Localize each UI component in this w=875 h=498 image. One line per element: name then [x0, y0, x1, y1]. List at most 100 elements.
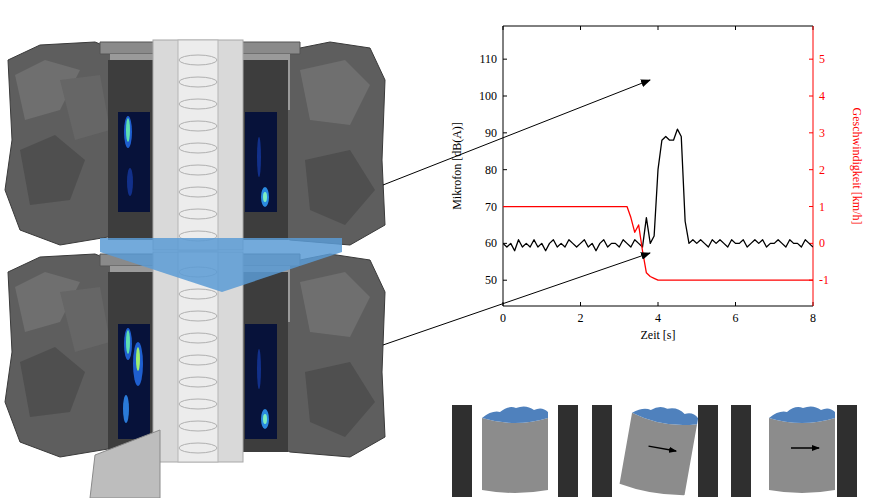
- y2-axis: [813, 26, 814, 306]
- pressure-spot: [133, 342, 143, 386]
- y-tick: [503, 280, 507, 281]
- disc-rib: [179, 289, 217, 299]
- pad-left: [108, 272, 153, 452]
- y2-tick: [809, 96, 813, 97]
- y2-axis-title: Geschwindigkeit [km/h]: [850, 108, 864, 225]
- y2-tick-label: 5: [819, 52, 825, 66]
- series-line: [503, 129, 813, 251]
- y-tick: [503, 132, 507, 133]
- disc-rib: [179, 99, 217, 109]
- pad-right: [243, 272, 288, 452]
- y-tick-label: 70: [485, 200, 497, 214]
- plot-background: [503, 26, 813, 306]
- disc-rib: [179, 355, 217, 365]
- pointer-arrow: [383, 253, 650, 345]
- caliper-facet: [300, 272, 370, 337]
- pad: [482, 406, 548, 493]
- pressure-map: [118, 324, 150, 439]
- disc-rib: [179, 77, 217, 87]
- friction-layer: [482, 406, 548, 423]
- disc-rib: [179, 399, 217, 409]
- x-tick-label: 6: [733, 311, 739, 325]
- x-tick: [580, 26, 581, 30]
- pressure-spot: [261, 409, 269, 429]
- y-axis: [503, 26, 504, 306]
- pressure-spot: [124, 328, 132, 360]
- pad-left: [108, 60, 153, 240]
- motion-arrow: [649, 446, 677, 451]
- y-tick: [503, 169, 507, 170]
- y-tick-label: 110: [479, 52, 497, 66]
- caliper-housing-left: [5, 42, 120, 245]
- pad-schematics: [452, 401, 857, 498]
- y-tick-label: 90: [485, 126, 497, 140]
- caliper-facet: [305, 362, 375, 437]
- y-tick: [503, 59, 507, 60]
- disc-rib: [179, 311, 217, 321]
- caliper-facet: [60, 75, 110, 140]
- friction-layer: [769, 406, 835, 423]
- caliper-facet: [20, 135, 85, 205]
- disc-rib: [179, 165, 217, 175]
- x-tick: [580, 302, 581, 306]
- pad-schematic: [592, 401, 718, 498]
- friction-layer: [631, 401, 699, 429]
- pressure-spot: [257, 137, 261, 177]
- caliper-illustration: [5, 40, 385, 498]
- pressure-map: [118, 112, 150, 212]
- caliper-facet: [20, 347, 85, 417]
- caliper-facet: [60, 287, 110, 352]
- y2-tick: [809, 59, 813, 60]
- top-frame: [503, 26, 813, 27]
- x-tick-label: 0: [500, 311, 506, 325]
- disc-rib: [179, 55, 217, 65]
- pressure-map: [245, 324, 277, 439]
- disc-plate-right: [837, 405, 857, 497]
- x-axis-title: Zeit [s]: [641, 328, 676, 342]
- pressure-map: [245, 112, 277, 212]
- y-tick-label: 60: [485, 236, 497, 250]
- pressure-spot: [261, 187, 269, 207]
- pad: [619, 401, 699, 498]
- x-tick-label: 4: [655, 311, 661, 325]
- pressure-spot: [263, 414, 267, 424]
- pad-body: [619, 413, 697, 498]
- caliper: [5, 40, 385, 250]
- y2-tick-label: 1: [819, 200, 825, 214]
- pad-body: [769, 418, 835, 493]
- disc-plate-left: [731, 405, 751, 497]
- y-tick: [503, 96, 507, 97]
- disc-rib: [179, 333, 217, 343]
- chart: 024685060708090100110-1012345Zeit [s]Mik…: [450, 26, 864, 342]
- pointer-arrow: [383, 80, 650, 185]
- y-tick-label: 80: [485, 163, 497, 177]
- y2-tick: [809, 132, 813, 133]
- pad-schematic: [731, 405, 857, 497]
- disc-rib: [179, 421, 217, 431]
- brake-disc: [153, 40, 243, 250]
- disc-plate-left: [592, 405, 612, 497]
- transition-arrow: [100, 238, 342, 292]
- x-tick: [735, 26, 736, 30]
- caliper-housing-left: [5, 254, 120, 457]
- pad-schematic: [452, 405, 578, 497]
- pad-body: [482, 418, 548, 493]
- pressure-spot: [123, 395, 129, 423]
- caliper-facet: [305, 150, 375, 225]
- y2-tick-label: 2: [819, 163, 825, 177]
- y2-tick-label: 4: [819, 89, 825, 103]
- x-tick: [735, 302, 736, 306]
- y-axis-title: Mikrofon [dB(A)]: [450, 122, 464, 210]
- pressure-spot: [126, 330, 130, 354]
- x-axis: [503, 306, 813, 307]
- data-group: [503, 129, 813, 280]
- y2-tick-label: 3: [819, 126, 825, 140]
- y-tick-label: 100: [479, 89, 497, 103]
- disc-rib: [179, 143, 217, 153]
- disc-rib: [179, 209, 217, 219]
- x-tick: [658, 302, 659, 306]
- caliper: [5, 252, 385, 462]
- pad: [769, 406, 835, 493]
- x-tick: [658, 26, 659, 30]
- disc-rib: [179, 443, 217, 453]
